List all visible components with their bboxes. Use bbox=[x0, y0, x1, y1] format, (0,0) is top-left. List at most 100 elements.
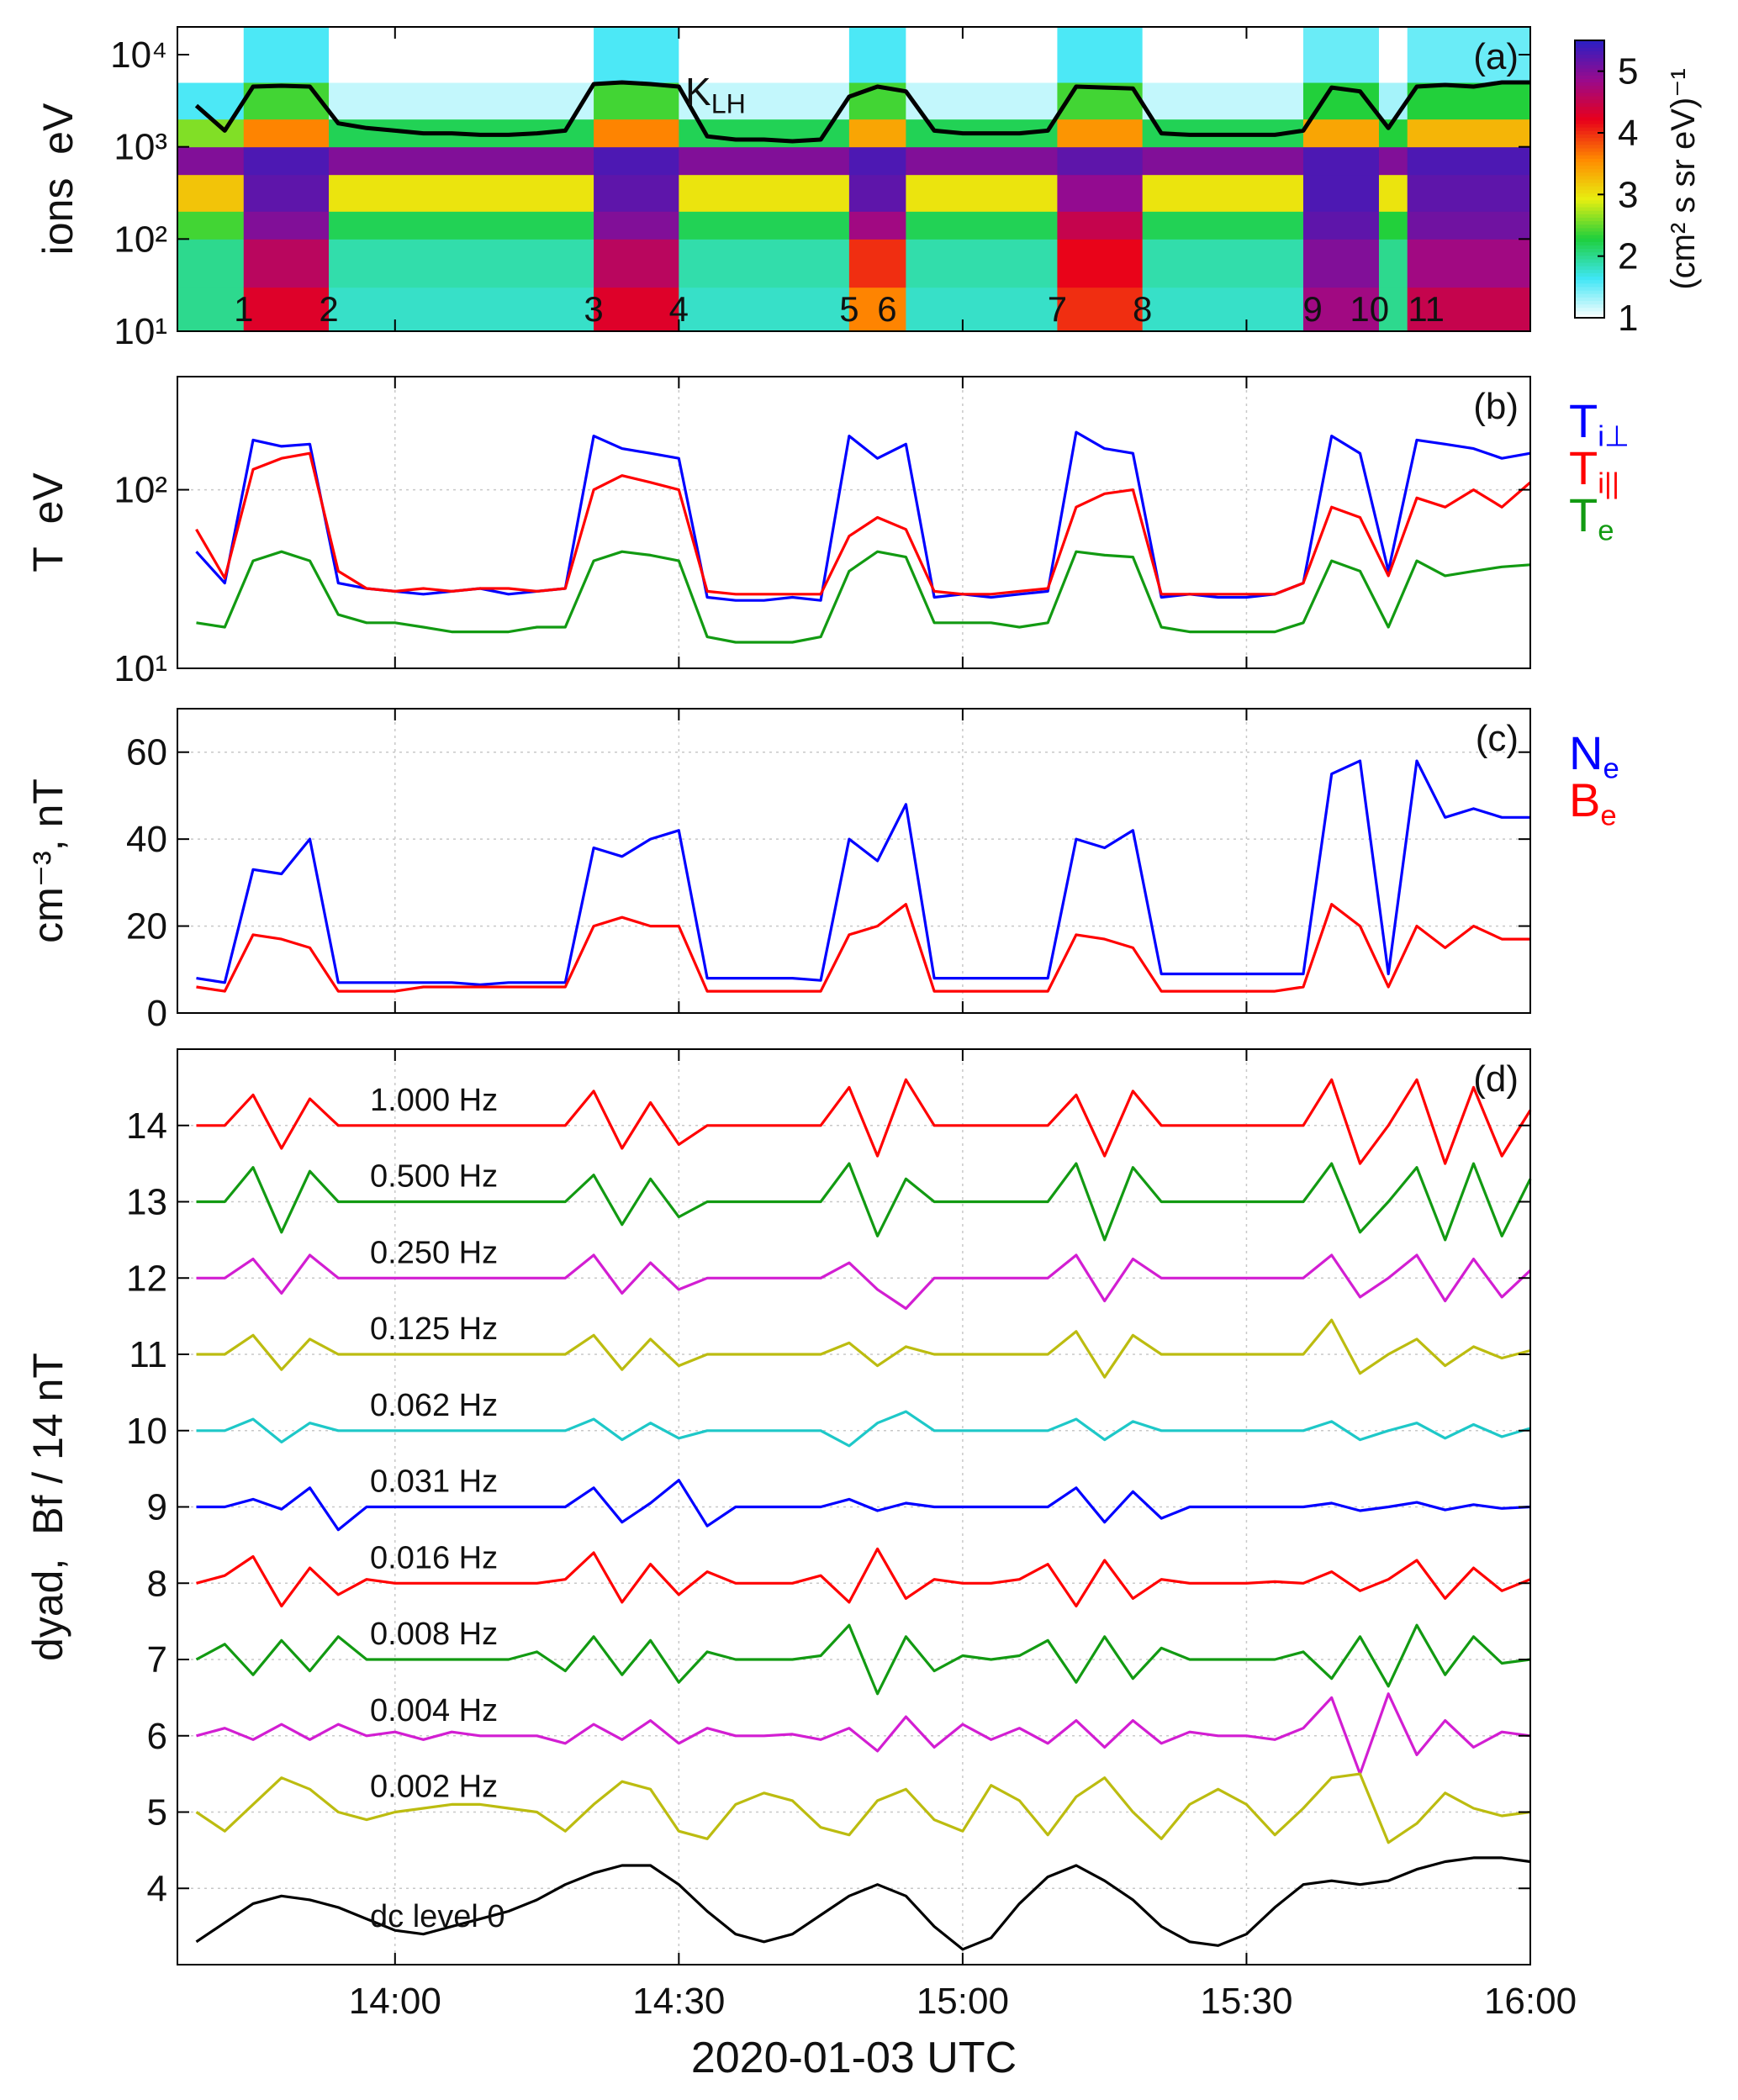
heat-cell bbox=[906, 211, 1058, 240]
series-label: 0.016 Hz bbox=[370, 1540, 498, 1575]
colorbar-slice bbox=[1575, 245, 1604, 250]
y-tick-label: 10² bbox=[114, 219, 167, 260]
colorbar-slice bbox=[1575, 103, 1604, 107]
heat-cell bbox=[679, 211, 850, 240]
heat-cell bbox=[594, 174, 679, 212]
series-label: 0.062 Hz bbox=[370, 1388, 498, 1423]
heat-cell bbox=[1302, 287, 1380, 332]
y-axis-label: cm⁻³, nT bbox=[24, 778, 71, 943]
panel: 1.000 Hz 0.500 Hz 0.250 Hz 0.125 Hz 0.062 Hz… bbox=[24, 1048, 1577, 2082]
y-tick-label: 7 bbox=[147, 1639, 167, 1681]
y-tick-label: 10¹ bbox=[114, 311, 167, 352]
heat-cell bbox=[679, 239, 850, 288]
series-line bbox=[195, 1623, 1531, 1696]
colorbar-slice bbox=[1575, 248, 1604, 253]
colorbar-slice bbox=[1575, 40, 1604, 45]
colorbar-slice bbox=[1575, 50, 1604, 55]
heat-cell bbox=[679, 146, 850, 176]
series-line bbox=[196, 1479, 1531, 1532]
series-line bbox=[196, 1547, 1531, 1608]
colorbar-slice bbox=[1575, 130, 1604, 135]
series-line bbox=[194, 80, 1530, 144]
colorbar-slice bbox=[1575, 290, 1604, 294]
event-label: 5 bbox=[839, 289, 858, 329]
colorbar-slice bbox=[1575, 57, 1604, 62]
heat-cell bbox=[906, 27, 1058, 83]
series-label: dc level 0 bbox=[370, 1899, 505, 1934]
colorbar-slice bbox=[1575, 282, 1604, 288]
heat-cell bbox=[1142, 27, 1304, 83]
colorbar-slice bbox=[1575, 44, 1604, 48]
colorbar-slice bbox=[1575, 127, 1604, 131]
colorbar-slice bbox=[1575, 151, 1604, 156]
series-line bbox=[196, 903, 1530, 993]
colorbar-slice bbox=[1575, 92, 1604, 97]
colorbar-slice bbox=[1575, 314, 1604, 319]
y-tick-label: 14 bbox=[126, 1105, 167, 1147]
heat-cell bbox=[1407, 239, 1531, 288]
heat-cell bbox=[1057, 119, 1144, 148]
colorbar-slice bbox=[1575, 147, 1604, 152]
series-line bbox=[195, 1772, 1531, 1844]
colorbar-slice bbox=[1575, 175, 1604, 180]
heat-cell bbox=[1302, 211, 1380, 240]
heat-cell bbox=[1142, 146, 1304, 176]
event-label: 7 bbox=[1048, 289, 1067, 329]
y-tick-label: 0 bbox=[147, 993, 167, 1034]
heat-cell bbox=[594, 27, 679, 83]
colorbar-slice bbox=[1575, 238, 1604, 242]
series-line bbox=[196, 1318, 1531, 1379]
heat-cell bbox=[594, 82, 679, 120]
x-axis-label: 2020-01-03 UTC bbox=[691, 2034, 1017, 2082]
heat-cell bbox=[679, 287, 850, 332]
heat-cell bbox=[177, 146, 245, 176]
y-tick-label: 10¹ bbox=[114, 648, 167, 689]
colorbar-slice bbox=[1575, 203, 1604, 208]
heat-cell bbox=[1142, 82, 1304, 120]
y-axis-label: T eV bbox=[24, 472, 71, 572]
heat-cell bbox=[1302, 27, 1380, 83]
colorbar-slice bbox=[1575, 54, 1604, 59]
heat-cell bbox=[848, 287, 906, 332]
colorbar-slice bbox=[1575, 286, 1604, 291]
heat-cell bbox=[1407, 287, 1531, 332]
x-tick-label: 15:30 bbox=[1200, 1981, 1292, 2022]
y-tick-label: 10² bbox=[114, 470, 167, 511]
legend-entry: Ti|| bbox=[1569, 441, 1619, 499]
heat-cell bbox=[1378, 82, 1408, 120]
heat-cell bbox=[679, 27, 850, 83]
heat-cell bbox=[1057, 287, 1144, 332]
heat-cell bbox=[243, 27, 330, 83]
heat-cell bbox=[906, 174, 1058, 212]
heat-cell bbox=[329, 211, 594, 240]
heat-cell bbox=[177, 287, 245, 332]
heat-cell bbox=[594, 211, 679, 240]
y-tick-label: 8 bbox=[147, 1563, 167, 1604]
y-tick-label: 10⁴ bbox=[110, 34, 167, 76]
heat-cell bbox=[1057, 146, 1144, 176]
event-label: 11 bbox=[1408, 289, 1445, 329]
heat-cell bbox=[177, 174, 245, 212]
colorbar-slice bbox=[1575, 293, 1604, 298]
series-line bbox=[196, 1253, 1532, 1311]
colorbar-tick-label: 2 bbox=[1618, 236, 1638, 277]
heat-cell bbox=[1057, 27, 1144, 83]
series-line bbox=[196, 759, 1530, 986]
colorbar-slice bbox=[1575, 269, 1604, 273]
colorbar-slice bbox=[1575, 124, 1604, 128]
colorbar-slice bbox=[1575, 217, 1604, 222]
colorbar-slice bbox=[1575, 99, 1604, 103]
colorbar-slice bbox=[1575, 106, 1604, 111]
heat-cell bbox=[594, 119, 679, 148]
heat-cell bbox=[1378, 287, 1408, 332]
colorbar-slice bbox=[1575, 235, 1604, 239]
heat-cell bbox=[1142, 239, 1304, 288]
colorbar-label: (cm² s sr eV)⁻¹ bbox=[1665, 68, 1702, 289]
heat-cell bbox=[1378, 146, 1408, 176]
heat-cell bbox=[177, 82, 245, 120]
heat-cell bbox=[177, 211, 245, 240]
y-tick-label: 11 bbox=[129, 1334, 167, 1375]
